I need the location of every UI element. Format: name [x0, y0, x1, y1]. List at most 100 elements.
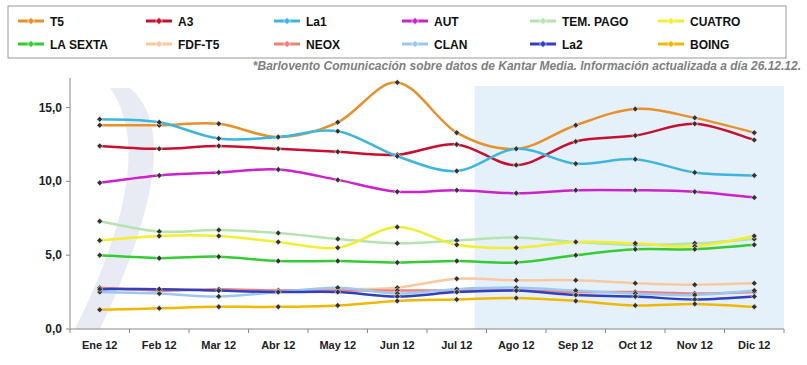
point-marker	[275, 230, 281, 236]
point-marker	[513, 277, 519, 283]
point-marker	[275, 146, 281, 152]
point-marker	[216, 294, 222, 300]
point-marker	[97, 286, 103, 292]
x-tick-label: Jul 12	[441, 339, 472, 351]
point-marker	[454, 141, 460, 147]
point-marker	[513, 146, 519, 152]
point-marker	[216, 304, 222, 310]
legend-marker	[28, 18, 35, 25]
point-marker	[335, 119, 341, 125]
legend-box	[8, 6, 786, 58]
point-marker	[454, 258, 460, 264]
point-marker	[275, 134, 281, 140]
point-marker	[751, 233, 757, 239]
legend-label: La1	[306, 15, 327, 29]
point-marker	[573, 122, 579, 128]
point-marker	[216, 227, 222, 233]
y-tick-label: 15,0	[39, 101, 63, 115]
point-marker	[97, 237, 103, 243]
legend-marker	[284, 41, 291, 48]
point-marker	[751, 294, 757, 300]
x-tick	[784, 329, 785, 333]
x-tick	[129, 329, 130, 333]
point-marker	[573, 292, 579, 298]
point-marker	[335, 236, 341, 242]
point-marker	[156, 233, 162, 239]
point-marker	[216, 254, 222, 260]
plot-background	[70, 78, 784, 329]
point-marker	[751, 130, 757, 136]
y-tick-label: 10,0	[39, 174, 63, 188]
point-marker	[97, 180, 103, 186]
point-marker	[513, 295, 519, 301]
legend-label: La2	[562, 38, 583, 52]
x-tick	[546, 329, 547, 333]
series-line	[100, 124, 755, 165]
point-marker	[275, 258, 281, 264]
point-marker	[751, 172, 757, 178]
legend-label: LA SEXTA	[50, 38, 108, 52]
series-group	[97, 79, 758, 312]
point-marker	[692, 189, 698, 195]
x-tick-label: Jun 12	[380, 339, 415, 351]
series-line	[100, 221, 755, 245]
point-marker	[632, 240, 638, 246]
point-marker	[335, 302, 341, 308]
legend-marker	[668, 18, 675, 25]
legend-marker	[156, 41, 163, 48]
point-marker	[632, 106, 638, 112]
point-marker	[394, 79, 400, 85]
point-marker	[632, 280, 638, 286]
point-marker	[275, 304, 281, 310]
point-marker	[156, 286, 162, 292]
point-marker	[573, 239, 579, 245]
series-line	[100, 245, 755, 263]
point-marker	[454, 130, 460, 136]
point-marker	[156, 172, 162, 178]
point-marker	[216, 143, 222, 149]
legend-label: T5	[50, 15, 64, 29]
x-tick	[248, 329, 249, 333]
y-tick	[66, 181, 70, 182]
point-marker	[394, 224, 400, 230]
legend-label: BOING	[690, 38, 729, 52]
point-marker	[156, 119, 162, 125]
x-tick-label: Sep 12	[558, 339, 593, 351]
point-marker	[335, 128, 341, 134]
point-marker	[513, 190, 519, 196]
point-marker	[573, 138, 579, 144]
point-marker	[513, 245, 519, 251]
legend-marker	[412, 18, 419, 25]
x-tick-label: Ene 12	[82, 339, 117, 351]
series-line	[100, 298, 755, 310]
x-tick-label: Feb 12	[142, 339, 177, 351]
point-marker	[156, 255, 162, 261]
point-marker	[692, 246, 698, 252]
legend-label: CUATRO	[690, 15, 740, 29]
legend-label: CLAN	[434, 38, 467, 52]
point-marker	[751, 195, 757, 201]
point-marker	[216, 169, 222, 175]
point-marker	[692, 301, 698, 307]
point-marker	[573, 277, 579, 283]
y-tick-label: 0,0	[45, 322, 62, 336]
legend-label: NEOX	[306, 38, 340, 52]
point-marker	[632, 302, 638, 308]
x-tick	[427, 329, 428, 333]
point-marker	[97, 218, 103, 224]
point-marker	[394, 189, 400, 195]
x-tick	[308, 329, 309, 333]
legend-marker	[156, 18, 163, 25]
point-marker	[156, 146, 162, 152]
point-marker	[97, 122, 103, 128]
x-tick-label: Abr 12	[261, 339, 295, 351]
point-marker	[692, 115, 698, 121]
point-marker	[632, 156, 638, 162]
point-marker	[751, 280, 757, 286]
point-marker	[692, 121, 698, 127]
x-tick-label: May 12	[319, 339, 356, 351]
point-marker	[692, 282, 698, 288]
point-marker	[156, 305, 162, 311]
point-marker	[216, 233, 222, 239]
point-marker	[454, 242, 460, 248]
